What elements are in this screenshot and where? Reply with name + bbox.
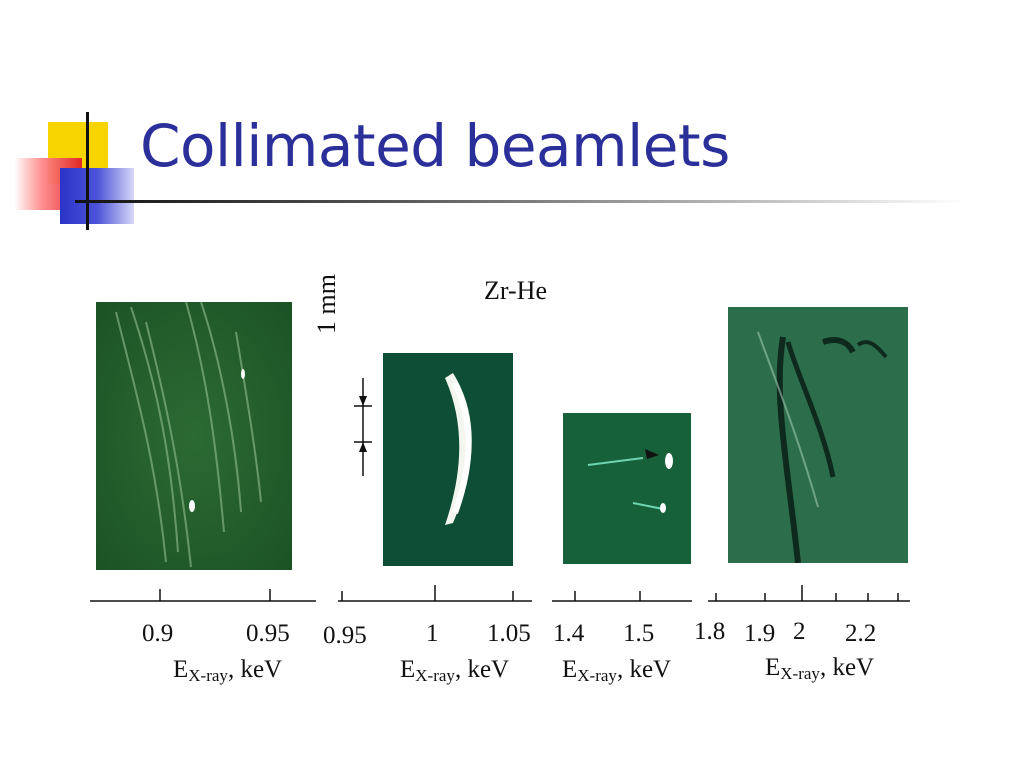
spectrum-image-3 bbox=[563, 413, 691, 564]
energy-axes bbox=[90, 585, 910, 602]
tick-label: 1.5 bbox=[623, 620, 655, 647]
decor-vertical-line bbox=[86, 112, 89, 230]
decor-blue-square bbox=[60, 168, 134, 224]
tick-label: 2 bbox=[793, 618, 806, 645]
title-underline bbox=[75, 200, 965, 203]
tick-label: 1.8 bbox=[694, 618, 726, 645]
axis-title-4: EX-ray, keV bbox=[765, 654, 875, 683]
tick-label: 1.4 bbox=[553, 620, 585, 647]
figure-label: Zr-He bbox=[484, 276, 547, 305]
tick-label: 1 bbox=[426, 620, 439, 647]
axis-title-3: EX-ray, keV bbox=[562, 656, 672, 685]
tick-label: 0.9 bbox=[142, 620, 174, 647]
tick-label: 1.9 bbox=[744, 620, 776, 647]
scale-bar-label: 1 mm bbox=[312, 274, 341, 334]
axis-title-1: EX-ray, keV bbox=[173, 656, 283, 685]
spectrum-image-2 bbox=[383, 353, 513, 566]
spectrum-image-1 bbox=[96, 302, 292, 570]
spectrum-image-4 bbox=[728, 307, 908, 563]
scale-bar bbox=[354, 378, 372, 476]
tick-label: 0.95 bbox=[246, 620, 290, 647]
slide-title: Collimated beamlets bbox=[140, 112, 730, 180]
tick-label: 0.95 bbox=[323, 622, 367, 649]
tick-label: 2.2 bbox=[845, 620, 877, 647]
tick-label: 1.05 bbox=[487, 620, 531, 647]
axis-title-2: EX-ray, keV bbox=[400, 656, 510, 685]
